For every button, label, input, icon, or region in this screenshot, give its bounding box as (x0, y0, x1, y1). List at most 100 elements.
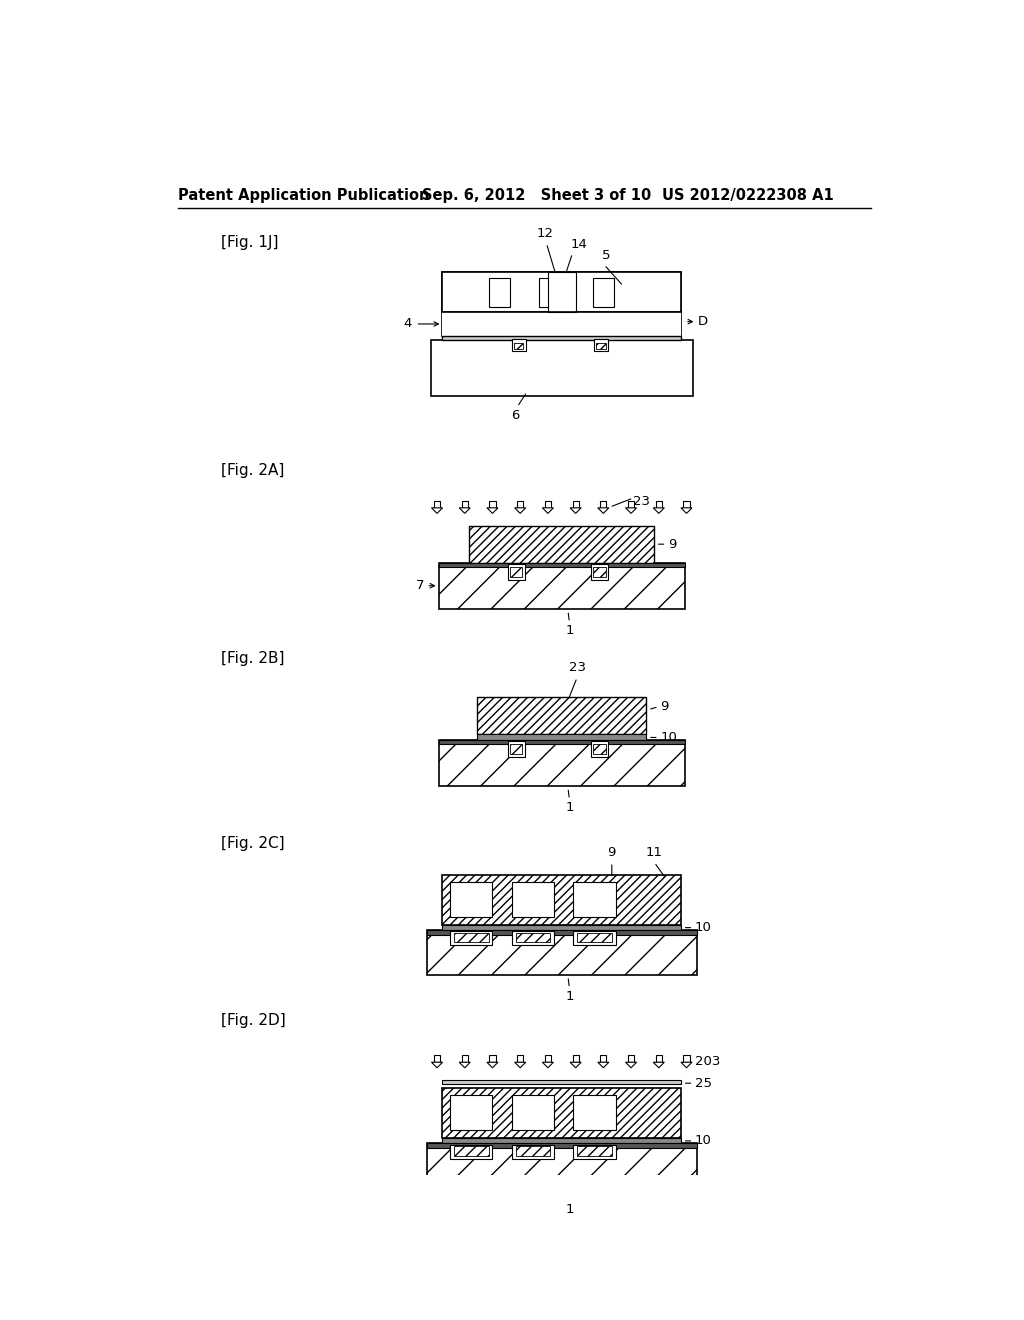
Bar (442, 272, 681, 313)
Bar (545, 502, 551, 508)
Bar (442, 313, 681, 335)
Polygon shape (681, 508, 692, 513)
Bar (451, 1144, 493, 1159)
Bar (572, 502, 579, 508)
Text: 23: 23 (568, 661, 586, 675)
Text: Sep. 6, 2012   Sheet 3 of 10: Sep. 6, 2012 Sheet 3 of 10 (422, 187, 651, 203)
Bar (517, 1056, 523, 1063)
Text: 1: 1 (565, 801, 573, 814)
Text: [Fig. 2B]: [Fig. 2B] (221, 651, 285, 667)
Text: 10: 10 (695, 1134, 712, 1147)
Bar (510, 566, 522, 577)
Bar (451, 1096, 493, 1130)
Polygon shape (570, 508, 582, 513)
Bar (600, 502, 606, 508)
Polygon shape (626, 1063, 637, 1068)
Text: US 2012/0222308 A1: US 2012/0222308 A1 (662, 187, 834, 203)
Polygon shape (653, 1063, 665, 1068)
Text: 7: 7 (416, 579, 425, 593)
Bar (442, 272, 681, 335)
Bar (462, 1056, 468, 1063)
Text: [Fig. 2A]: [Fig. 2A] (221, 462, 285, 478)
Bar (512, 1144, 554, 1159)
Bar (593, 743, 605, 755)
Bar (431, 341, 692, 396)
Bar (451, 882, 493, 917)
Text: 23: 23 (633, 495, 649, 508)
Bar (512, 882, 554, 917)
Bar (434, 502, 440, 508)
Text: 9: 9 (660, 700, 669, 713)
Bar (578, 1146, 611, 1155)
Text: 1: 1 (565, 990, 573, 1003)
Bar (434, 1056, 440, 1063)
Bar (438, 739, 685, 785)
Text: 6: 6 (511, 409, 520, 422)
Bar (593, 566, 605, 577)
Bar (438, 739, 685, 744)
Bar (427, 929, 696, 935)
Bar (573, 1144, 615, 1159)
Polygon shape (431, 508, 442, 513)
Bar (489, 502, 496, 508)
Polygon shape (487, 508, 498, 513)
Polygon shape (459, 1063, 470, 1068)
Bar (512, 1096, 554, 1130)
Bar (512, 932, 554, 945)
Bar (628, 1056, 634, 1063)
Bar (477, 697, 646, 734)
Bar (683, 502, 689, 508)
Bar (515, 1146, 550, 1155)
Bar (508, 742, 525, 756)
Polygon shape (543, 508, 553, 513)
Bar (572, 1056, 579, 1063)
Bar (454, 1146, 488, 1155)
Bar (427, 1143, 696, 1148)
Bar (431, 368, 692, 396)
Bar (431, 341, 692, 368)
Bar (573, 932, 615, 945)
Bar (514, 343, 523, 350)
Polygon shape (626, 508, 637, 513)
Bar (591, 564, 608, 579)
Bar (573, 1096, 615, 1130)
Bar (515, 933, 550, 942)
Text: 12: 12 (537, 227, 553, 240)
Bar (672, 313, 681, 335)
Bar (578, 933, 611, 942)
Text: 14: 14 (571, 238, 588, 251)
Bar (548, 272, 575, 313)
Text: 10: 10 (695, 921, 712, 935)
Bar (442, 1080, 681, 1084)
Polygon shape (543, 1063, 553, 1068)
Bar (600, 1056, 606, 1063)
Bar (655, 502, 662, 508)
Bar (539, 277, 560, 308)
Bar (573, 882, 615, 917)
Bar (462, 502, 468, 508)
Bar (442, 272, 681, 313)
Polygon shape (598, 1063, 609, 1068)
Polygon shape (431, 1063, 442, 1068)
Bar (488, 277, 510, 308)
Polygon shape (653, 508, 665, 513)
Polygon shape (515, 1063, 525, 1068)
Text: [Fig. 1J]: [Fig. 1J] (221, 235, 279, 251)
Text: Patent Application Publication: Patent Application Publication (178, 187, 430, 203)
Text: 203: 203 (695, 1055, 720, 1068)
Bar (655, 1056, 662, 1063)
Bar (489, 1056, 496, 1063)
Text: 1: 1 (565, 624, 573, 638)
Text: [Fig. 2D]: [Fig. 2D] (221, 1014, 286, 1028)
Bar (442, 1088, 681, 1138)
Text: 9: 9 (668, 537, 677, 550)
Text: [Fig. 2C]: [Fig. 2C] (221, 836, 285, 851)
Bar (683, 1056, 689, 1063)
Bar (454, 933, 488, 942)
Bar (438, 562, 685, 568)
Bar (596, 343, 605, 350)
Polygon shape (681, 1063, 692, 1068)
Bar (442, 1138, 681, 1143)
Bar (512, 339, 525, 351)
Bar (442, 874, 681, 924)
